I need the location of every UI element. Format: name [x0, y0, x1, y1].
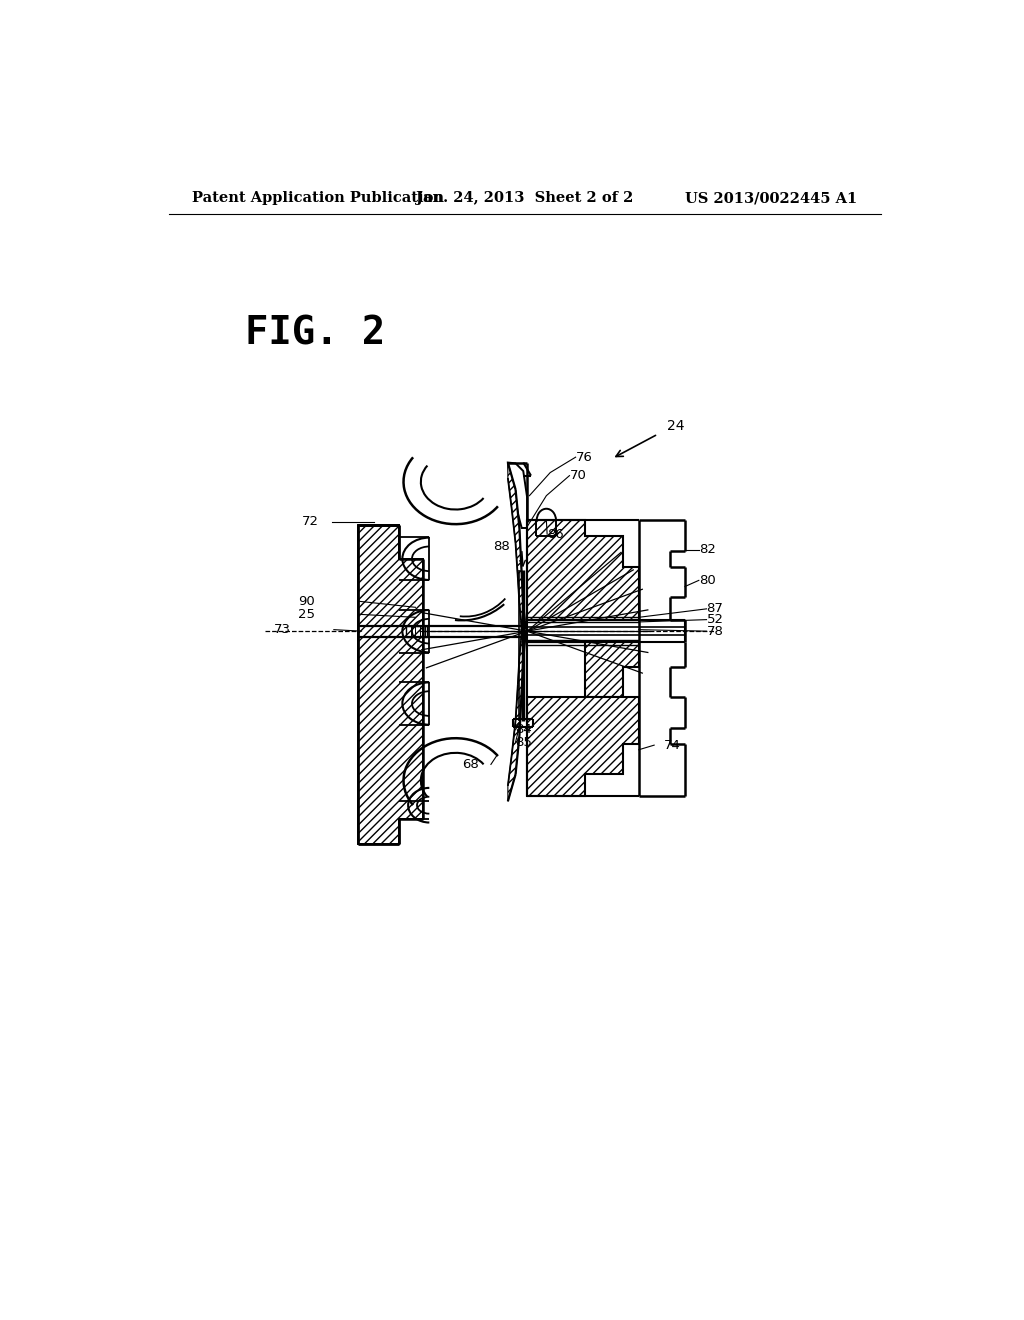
- Text: 25: 25: [298, 607, 315, 620]
- Polygon shape: [527, 520, 639, 620]
- Text: 86: 86: [547, 528, 564, 541]
- Polygon shape: [527, 642, 639, 697]
- Polygon shape: [357, 525, 423, 843]
- Text: 74: 74: [665, 739, 681, 751]
- Text: 88: 88: [493, 540, 509, 553]
- Text: US 2013/0022445 A1: US 2013/0022445 A1: [685, 191, 857, 206]
- Text: 73: 73: [273, 623, 291, 636]
- Text: 24: 24: [668, 420, 685, 433]
- Text: 78: 78: [707, 624, 723, 638]
- Text: 85: 85: [515, 735, 532, 748]
- Polygon shape: [508, 462, 527, 528]
- Text: 87: 87: [707, 602, 723, 615]
- Text: Jan. 24, 2013  Sheet 2 of 2: Jan. 24, 2013 Sheet 2 of 2: [416, 191, 634, 206]
- Text: 72: 72: [301, 515, 318, 528]
- Polygon shape: [508, 462, 527, 631]
- Text: 52: 52: [707, 612, 724, 626]
- Text: FIG. 2: FIG. 2: [245, 315, 385, 352]
- Text: 80: 80: [698, 574, 716, 587]
- Text: Patent Application Publication: Patent Application Publication: [193, 191, 444, 206]
- Polygon shape: [508, 631, 527, 801]
- Text: 68: 68: [462, 758, 478, 771]
- Text: 70: 70: [569, 469, 587, 482]
- Text: 82: 82: [698, 543, 716, 556]
- Text: 90: 90: [299, 594, 315, 607]
- Text: 76: 76: [575, 450, 593, 463]
- Text: 84: 84: [515, 723, 532, 737]
- Polygon shape: [527, 697, 639, 796]
